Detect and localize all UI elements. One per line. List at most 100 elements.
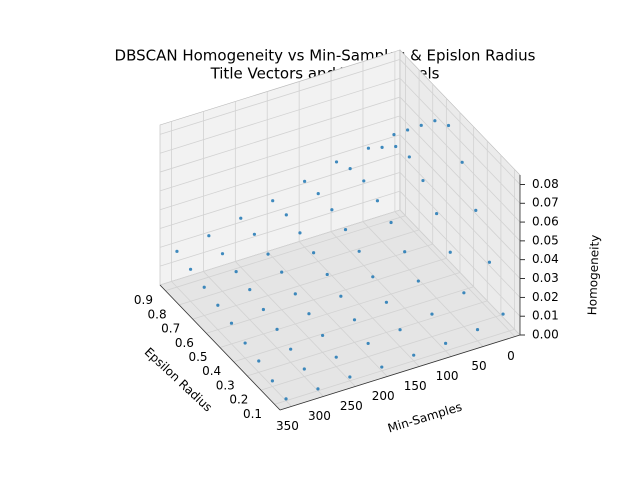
- y-tick-label: 150: [404, 379, 427, 393]
- point: [298, 231, 302, 235]
- point: [252, 232, 257, 236]
- point: [375, 199, 380, 203]
- grid-line: [399, 190, 521, 317]
- grid-line: [159, 115, 401, 192]
- point: [412, 353, 416, 357]
- grid-line: [233, 286, 474, 363]
- grid-line: [399, 115, 521, 242]
- point: [403, 250, 407, 254]
- point: [362, 179, 366, 183]
- grid-line: [399, 134, 521, 260]
- grid-line: [192, 243, 433, 320]
- grid-line: [159, 134, 401, 211]
- point: [334, 355, 338, 359]
- point: [444, 341, 448, 345]
- point: [216, 303, 220, 307]
- z-tick-label: 0.07: [532, 196, 559, 210]
- grid-line: [399, 59, 521, 185]
- grid-line: [203, 271, 324, 397]
- grid-line: [394, 211, 516, 337]
- grid-line: [235, 261, 356, 387]
- chart-title: DBSCAN Homogeneity vs Min-Samples & Epis…: [115, 47, 536, 65]
- point: [419, 123, 423, 127]
- point: [406, 128, 410, 132]
- point: [303, 179, 307, 183]
- point: [275, 327, 279, 331]
- point: [366, 341, 370, 346]
- point: [330, 208, 334, 212]
- grid-line: [330, 231, 452, 357]
- point: [487, 260, 492, 264]
- grid-line: [159, 190, 401, 267]
- x-tick-label: 0.8: [148, 307, 167, 321]
- point: [307, 312, 311, 316]
- point: [446, 123, 451, 128]
- point: [460, 160, 464, 164]
- point: [243, 341, 247, 345]
- z-tick-label: 0.03: [532, 271, 559, 285]
- x-tick-label: 0.7: [161, 322, 180, 336]
- grid-line: [260, 314, 502, 391]
- point: [270, 379, 274, 383]
- point: [430, 312, 434, 316]
- point: [316, 192, 320, 196]
- point: [474, 208, 478, 212]
- grid-line: [266, 251, 388, 377]
- z-tick-label: 0.00: [532, 328, 559, 342]
- point: [271, 199, 275, 203]
- y-tick-label: 50: [471, 359, 486, 373]
- point: [325, 272, 329, 277]
- y-tick-label: 100: [436, 369, 459, 383]
- grid-line: [159, 96, 401, 173]
- point: [302, 367, 306, 371]
- point: [261, 307, 266, 312]
- y-tick-label: 350: [276, 419, 299, 433]
- grid-line: [399, 153, 521, 279]
- y-tick-label: 0: [507, 349, 515, 363]
- point: [394, 144, 398, 149]
- point: [266, 252, 270, 256]
- point: [188, 267, 193, 271]
- grid-line: [159, 59, 401, 135]
- point: [448, 250, 452, 254]
- grid-line: [171, 281, 292, 407]
- z-tick-label: 0.08: [532, 177, 559, 191]
- point: [229, 321, 234, 325]
- point: [407, 155, 411, 159]
- y-axis-label: Min-Samples: [386, 400, 464, 436]
- grid-line: [399, 209, 521, 336]
- grid-line: [159, 153, 401, 229]
- point: [433, 119, 437, 123]
- point: [175, 249, 179, 253]
- point: [334, 160, 339, 164]
- point: [234, 270, 238, 274]
- axis-line: [279, 334, 521, 411]
- axis-line: [159, 284, 281, 411]
- point: [248, 288, 252, 292]
- point: [348, 167, 352, 171]
- point: [316, 387, 320, 391]
- z-tick-label: 0.02: [532, 290, 559, 304]
- point: [389, 220, 393, 225]
- point: [202, 285, 206, 289]
- grid-line: [159, 77, 401, 154]
- y-tick-label: 200: [372, 389, 395, 403]
- point: [392, 132, 396, 137]
- x-tick-label: 0.2: [229, 393, 248, 407]
- point: [239, 216, 243, 220]
- point: [311, 251, 316, 255]
- point: [348, 375, 352, 379]
- z-tick-label: 0.01: [532, 309, 559, 323]
- x-tick-label: 0.5: [188, 350, 207, 364]
- point: [462, 291, 466, 295]
- z-tick-label: 0.06: [532, 215, 559, 229]
- point: [352, 318, 357, 322]
- point: [357, 249, 361, 253]
- point: [475, 327, 480, 332]
- x-tick-label: 0.9: [134, 293, 153, 307]
- point: [320, 333, 325, 338]
- grid-line: [178, 229, 420, 306]
- x-tick-label: 0.6: [175, 336, 194, 350]
- z-tick-label: 0.04: [532, 252, 559, 266]
